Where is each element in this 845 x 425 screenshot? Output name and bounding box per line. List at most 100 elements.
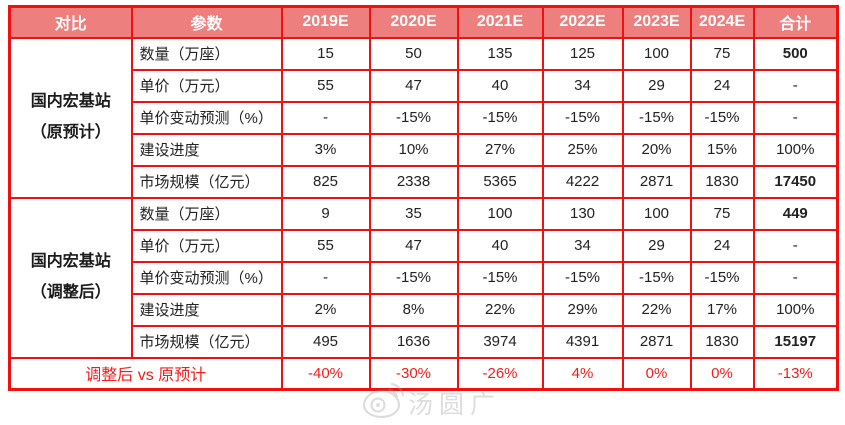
cell-value: 17% [689, 292, 755, 327]
cell-value: 24 [689, 68, 755, 103]
cell-value: 5365 [456, 164, 544, 199]
cell-value: 100 [621, 196, 692, 231]
comparison-value: -13% [752, 356, 839, 391]
param-label: 数量（万座） [130, 196, 283, 231]
cell-value: 50 [368, 36, 459, 71]
cell-value: -15% [689, 100, 755, 135]
table-row: 国内宏基站 （调整后） 数量（万座） 9 35 100 130 100 75 4… [8, 196, 839, 359]
table-row: 市场规模（亿元） 495 1636 3974 4391 2871 1830 15… [10, 324, 839, 359]
cell-value: 75 [689, 36, 755, 71]
comparison-value: -26% [456, 356, 544, 391]
header-cell-total: 合计 [752, 5, 839, 39]
cell-total: - [752, 100, 839, 135]
table-row: 单价变动预测（%） - -15% -15% -15% -15% -15% - [10, 260, 839, 295]
group-label-line1: 国内宏基站 [30, 93, 111, 111]
header-cell-2019e: 2019E [280, 5, 371, 39]
cell-value: 22% [456, 292, 544, 327]
cell-value: -15% [456, 260, 544, 295]
cell-total: 15197 [752, 324, 839, 359]
cell-value: 24 [689, 228, 755, 263]
cell-value: -15% [368, 260, 459, 295]
param-label: 单价变动预测（%） [130, 100, 283, 135]
table-row: 建设进度 3% 10% 27% 25% 20% 15% 100% [10, 132, 839, 167]
comparison-value: -30% [368, 356, 459, 391]
cell-value: 2338 [368, 164, 459, 199]
param-label: 单价变动预测（%） [130, 260, 283, 295]
cell-value: 3974 [456, 324, 544, 359]
cell-value: 34 [541, 68, 624, 103]
cell-value: -15% [456, 100, 544, 135]
cell-value: -15% [689, 260, 755, 295]
cell-value: 2% [280, 292, 371, 327]
param-label: 建设进度 [130, 292, 283, 327]
comparison-footer-row: 调整后 vs 原预计 -40% -30% -26% 4% 0% 0% -13% [8, 356, 839, 391]
cell-value: 495 [280, 324, 371, 359]
cell-value: 1830 [689, 164, 755, 199]
cell-value: 15% [689, 132, 755, 167]
cell-value: 75 [689, 196, 755, 231]
group-label-original: 国内宏基站 （原预计） [8, 36, 133, 199]
cell-value: -15% [541, 260, 624, 295]
cell-value: -15% [368, 100, 459, 135]
group-label-line1: 国内宏基站 [30, 253, 111, 271]
group-label-line2: （调整后） [30, 283, 111, 301]
cell-value: 3% [280, 132, 371, 167]
header-cell-compare: 对比 [8, 5, 133, 39]
cell-value: 1830 [689, 324, 755, 359]
param-label: 单价（万元） [130, 68, 283, 103]
comparison-label: 调整后 vs 原预计 [8, 356, 283, 391]
cell-total: 17450 [752, 164, 839, 199]
cell-value: 27% [456, 132, 544, 167]
cell-total: - [752, 68, 839, 103]
group-label-adjusted: 国内宏基站 （调整后） [8, 196, 133, 359]
header-cell-2023e: 2023E [621, 5, 692, 39]
cell-value: 40 [456, 228, 544, 263]
cell-value: 2871 [621, 164, 692, 199]
cell-total: 100% [752, 292, 839, 327]
cell-value: 34 [541, 228, 624, 263]
cell-value: 55 [280, 228, 371, 263]
table-row: 建设进度 2% 8% 22% 29% 22% 17% 100% [10, 292, 839, 327]
param-label: 市场规模（亿元） [130, 164, 283, 199]
cell-value: 1636 [368, 324, 459, 359]
cell-value: 55 [280, 68, 371, 103]
cell-value: 125 [541, 36, 624, 71]
cell-value: 10% [368, 132, 459, 167]
cell-value: 40 [456, 68, 544, 103]
cell-value: 8% [368, 292, 459, 327]
cell-value: - [280, 100, 371, 135]
comparison-value: 0% [689, 356, 755, 391]
cell-total: - [752, 228, 839, 263]
table-header-row: 对比 参数 2019E 2020E 2021E 2022E 2023E 2024… [8, 5, 839, 39]
cell-value: 29% [541, 292, 624, 327]
cell-value: 135 [456, 36, 544, 71]
cell-value: - [280, 260, 371, 295]
cell-value: 4391 [541, 324, 624, 359]
table-row: 单价变动预测（%） - -15% -15% -15% -15% -15% - [10, 100, 839, 135]
forecast-comparison-table: 对比 参数 2019E 2020E 2021E 2022E 2023E 2024… [8, 5, 839, 391]
header-cell-2021e: 2021E [456, 5, 544, 39]
cell-value: -15% [621, 260, 692, 295]
cell-value: 825 [280, 164, 371, 199]
cell-value: 4222 [541, 164, 624, 199]
comparison-value: 0% [621, 356, 692, 391]
cell-value: 2871 [621, 324, 692, 359]
cell-value: 9 [280, 196, 371, 231]
table-row: 单价（万元） 55 47 40 34 29 24 - [10, 228, 839, 263]
table-row: 市场规模（亿元） 825 2338 5365 4222 2871 1830 17… [10, 164, 839, 199]
param-label: 单价（万元） [130, 228, 283, 263]
header-cell-param: 参数 [130, 5, 283, 39]
cell-total: 500 [752, 36, 839, 71]
cell-value: 130 [541, 196, 624, 231]
param-label: 建设进度 [130, 132, 283, 167]
header-cell-2020e: 2020E [368, 5, 459, 39]
cell-value: 100 [621, 36, 692, 71]
cell-value: -15% [541, 100, 624, 135]
cell-value: 20% [621, 132, 692, 167]
header-cell-2024e: 2024E [689, 5, 755, 39]
cell-value: 29 [621, 68, 692, 103]
table-row: 国内宏基站 （原预计） 数量（万座） 15 50 135 125 100 75 … [8, 36, 839, 199]
group-label-line2: （原预计） [30, 123, 111, 141]
cell-total: - [752, 260, 839, 295]
